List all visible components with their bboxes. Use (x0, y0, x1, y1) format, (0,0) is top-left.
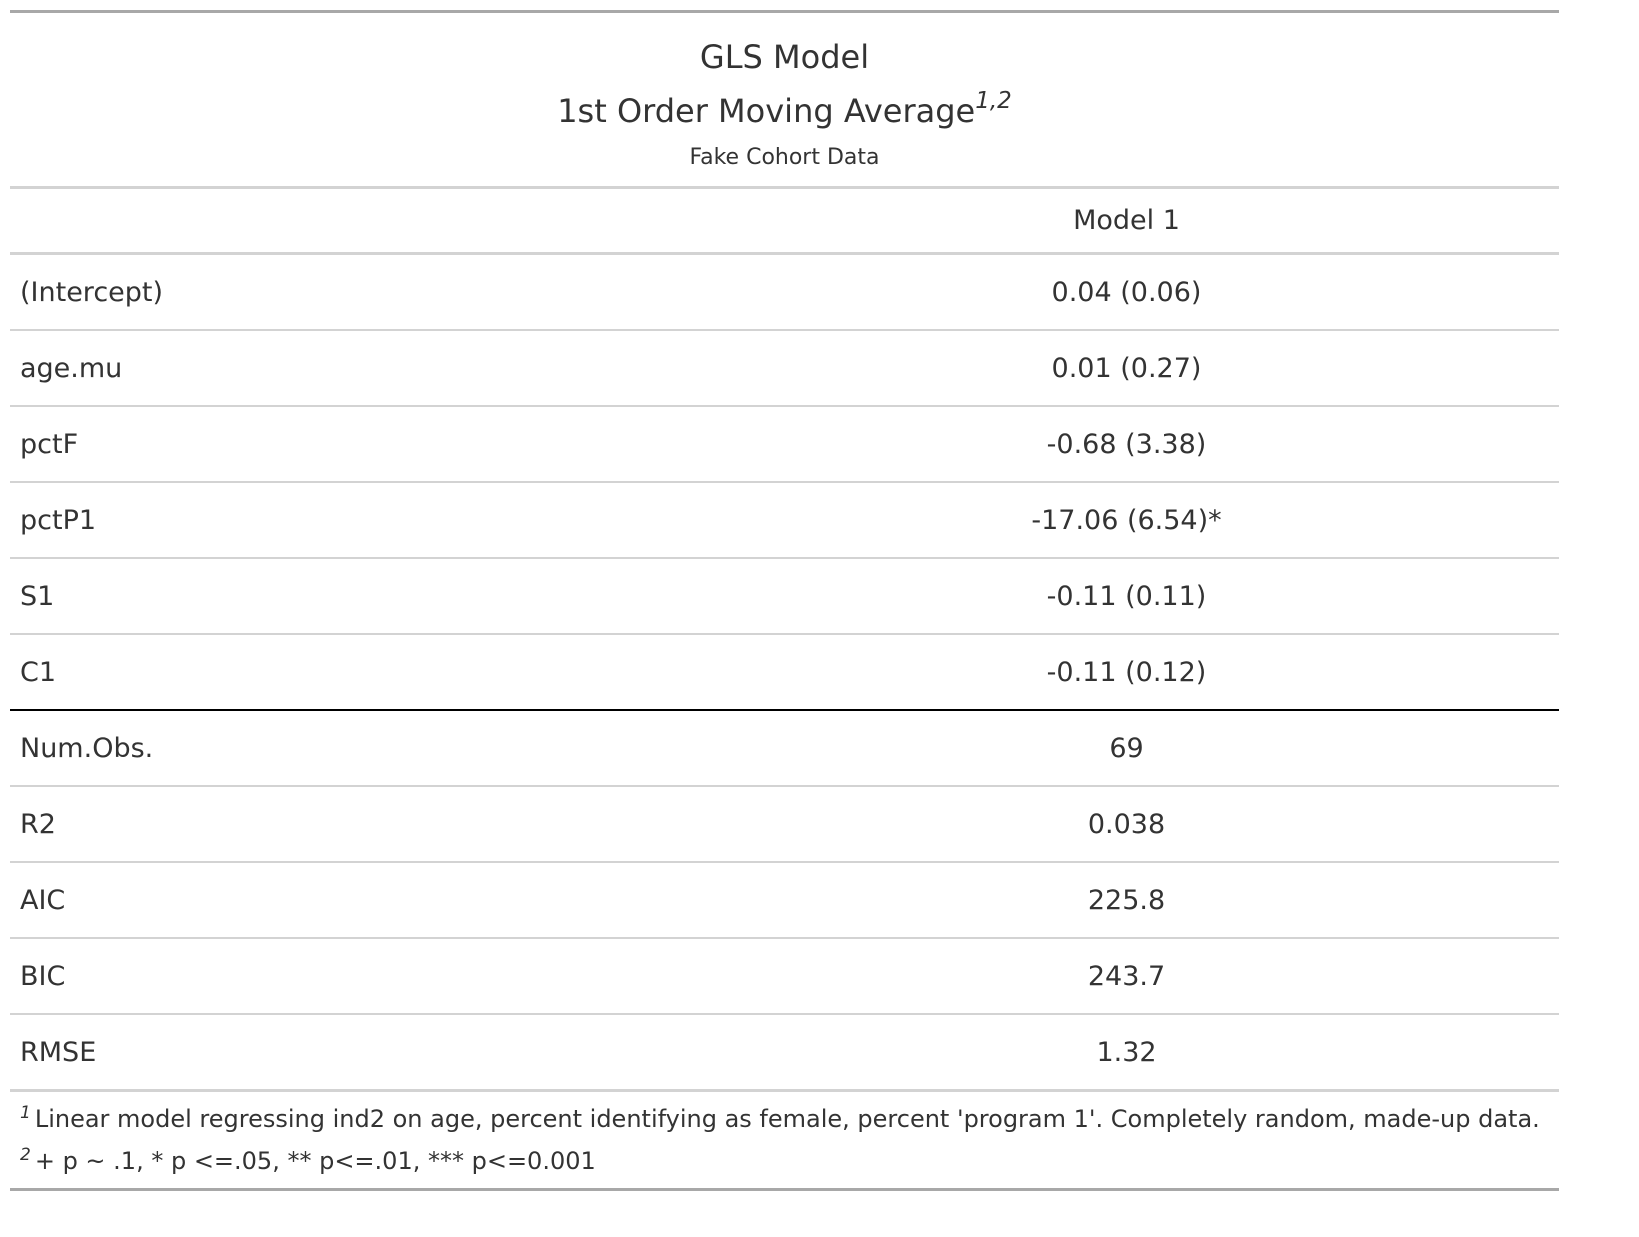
row-value: -0.68 (3.38) (1046, 428, 1207, 460)
row-term: C1 (20, 656, 57, 688)
row-value: 225.8 (1087, 884, 1166, 916)
table-row-s1: S1 -0.11 (0.11) (10, 559, 1559, 635)
table-row-bic: BIC 243.7 (10, 939, 1559, 1015)
title-footnote-marks: 1,2 (975, 88, 1012, 114)
footnote-1: 1 Linear model regressing ind2 on age, pe… (20, 1098, 1559, 1140)
row-value: 243.7 (1087, 960, 1166, 992)
table-subtitle: Fake Cohort Data (689, 145, 880, 170)
table-row-aic: AIC 225.8 (10, 863, 1559, 939)
table-title-line-2-text: 1st Order Moving Average (557, 92, 976, 130)
row-term: pctP1 (20, 504, 97, 536)
column-header-row: Model 1 (10, 189, 1559, 255)
table-row-intercept: (Intercept) 0.04 (0.06) (10, 255, 1559, 331)
footnote-text: + p ~ .1, * p <=.05, ** p<=.01, *** p<=0… (34, 1147, 596, 1175)
table-row-pctf: pctF -0.68 (3.38) (10, 407, 1559, 483)
table-row-rmse: RMSE 1.32 (10, 1015, 1559, 1092)
row-value: 0.01 (0.27) (1051, 352, 1202, 384)
column-header-model: Model 1 (1073, 205, 1180, 236)
regression-table: GLS Model 1st Order Moving Average1,2 Fa… (10, 10, 1559, 1191)
table-title: GLS Model (699, 38, 870, 76)
table-row-pctp1: pctP1 -17.06 (6.54)* (10, 483, 1559, 559)
row-term: S1 (20, 580, 55, 612)
footnote-mark: 2 (20, 1145, 31, 1165)
row-value: 0.04 (0.06) (1051, 276, 1202, 308)
row-term: pctF (20, 428, 79, 460)
row-term: Num.Obs. (20, 732, 154, 764)
table-title-line-2: 1st Order Moving Average1,2 (10, 84, 1559, 138)
table-row-age-mu: age.mu 0.01 (0.27) (10, 331, 1559, 407)
table-row-r2: R2 0.038 (10, 787, 1559, 863)
row-term: R2 (20, 808, 56, 840)
table-footnotes: 1 Linear model regressing ind2 on age, pe… (10, 1092, 1559, 1191)
row-value: -0.11 (0.11) (1046, 580, 1207, 612)
row-term: AIC (20, 884, 66, 916)
row-term: RMSE (20, 1036, 97, 1068)
row-value: 1.32 (1096, 1036, 1157, 1068)
table-title-block: GLS Model 1st Order Moving Average1,2 Fa… (10, 10, 1559, 189)
footnote-mark: 1 (20, 1103, 31, 1123)
row-value: -17.06 (6.54)* (1031, 504, 1222, 536)
row-term: BIC (20, 960, 66, 992)
row-value: 69 (1109, 732, 1144, 764)
row-term: (Intercept) (20, 276, 164, 308)
footnote-text: Linear model regressing ind2 on age, per… (34, 1105, 1540, 1133)
row-value: 0.038 (1087, 808, 1166, 840)
row-value: -0.11 (0.12) (1046, 656, 1207, 688)
footnote-2: 2 + p ~ .1, * p <=.05, ** p<=.01, *** p<=… (20, 1140, 1559, 1182)
row-term: age.mu (20, 352, 123, 384)
table-row-c1: C1 -0.11 (0.12) (10, 635, 1559, 711)
table-row-num-obs: Num.Obs. 69 (10, 711, 1559, 787)
